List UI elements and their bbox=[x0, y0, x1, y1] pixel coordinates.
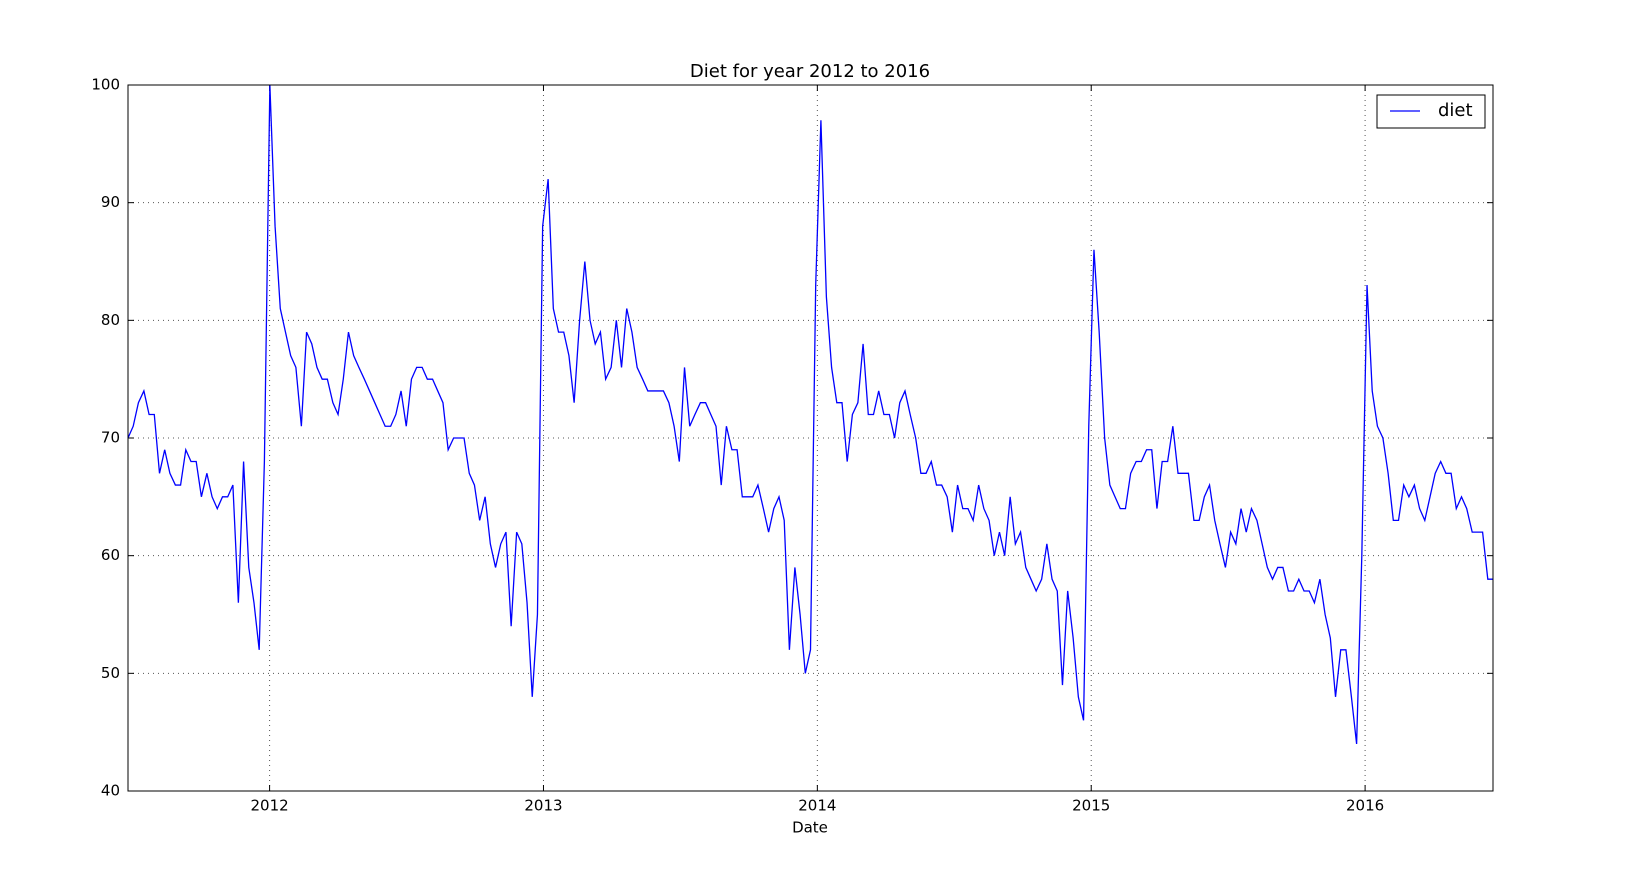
chart-title: Diet for year 2012 to 2016 bbox=[690, 61, 930, 82]
x-axis-label: Date bbox=[792, 819, 828, 837]
y-tick-label: 70 bbox=[101, 429, 120, 447]
y-tick-label: 100 bbox=[91, 76, 120, 94]
legend-label: diet bbox=[1438, 100, 1473, 121]
x-tick-label: 2012 bbox=[251, 797, 289, 815]
plot-frame bbox=[127, 84, 1494, 792]
x-tick-label: 2013 bbox=[524, 797, 562, 815]
y-tick-label: 90 bbox=[101, 193, 120, 211]
x-tick-label: 2015 bbox=[1072, 797, 1110, 815]
y-tick-label: 40 bbox=[101, 782, 120, 800]
y-tick-label: 60 bbox=[101, 546, 120, 564]
data-line bbox=[127, 84, 1493, 745]
y-tick-label: 80 bbox=[101, 311, 120, 329]
y-tick-label: 50 bbox=[101, 664, 120, 682]
x-tick-label: 2016 bbox=[1346, 797, 1384, 815]
x-tick-label: 2014 bbox=[798, 797, 836, 815]
